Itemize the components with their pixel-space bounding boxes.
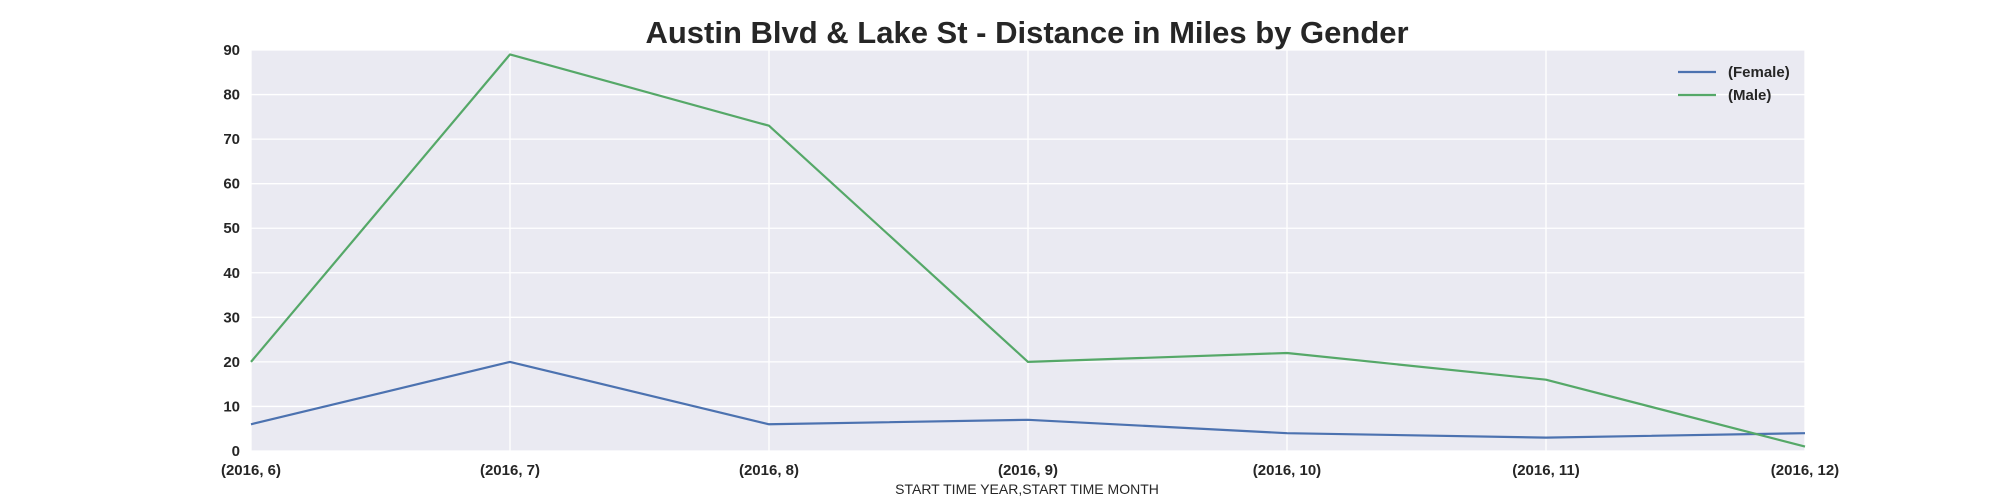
x-tick-label: (2016, 11) [1512, 462, 1580, 479]
y-tick-label: 50 [223, 220, 240, 237]
y-tick-label: 0 [232, 443, 240, 460]
legend-label: (Male) [1728, 87, 1771, 104]
x-tick-label: (2016, 8) [739, 462, 799, 479]
y-tick-label: 10 [223, 398, 240, 415]
x-axis-label: START TIME YEAR,START TIME MONTH [895, 481, 1159, 497]
y-axis-ticks: 0 10 20 30 40 50 60 70 80 90 [223, 42, 240, 460]
chart-title: Austin Blvd & Lake St - Distance in Mile… [645, 15, 1408, 50]
x-tick-label: (2016, 10) [1253, 462, 1321, 479]
legend-label: (Female) [1728, 64, 1790, 81]
series-line-male [250, 53, 1806, 448]
x-tick-label: (2016, 12) [1771, 462, 1839, 479]
y-tick-label: 80 [223, 87, 240, 104]
y-tick-label: 20 [223, 354, 240, 371]
y-tick-label: 30 [223, 309, 240, 326]
y-tick-label: 40 [223, 265, 240, 282]
y-tick-label: 60 [223, 176, 240, 193]
legend: (Female) (Male) [1678, 64, 1790, 104]
x-tick-label: (2016, 9) [998, 462, 1058, 479]
x-tick-label: (2016, 6) [221, 462, 281, 479]
x-axis-ticks: (2016, 6) (2016, 7) (2016, 8) (2016, 9) (201… [221, 462, 1839, 479]
y-tick-label: 70 [223, 131, 240, 148]
y-tick-label: 90 [223, 42, 240, 59]
series-line-female [250, 360, 1806, 439]
x-tick-label: (2016, 7) [480, 462, 540, 479]
series-lines [250, 53, 1806, 448]
